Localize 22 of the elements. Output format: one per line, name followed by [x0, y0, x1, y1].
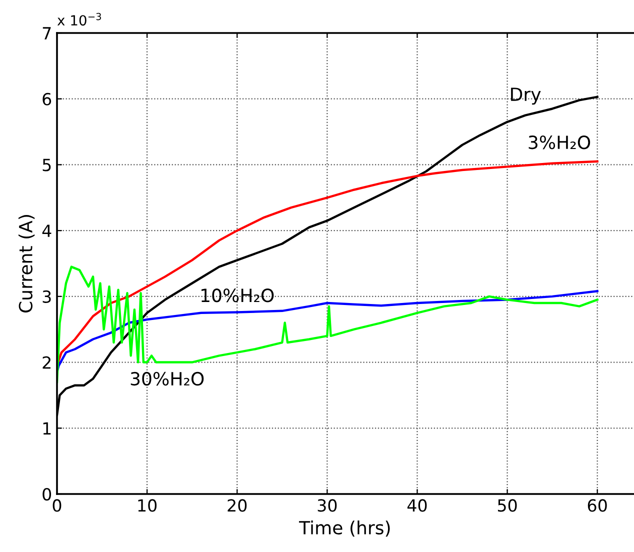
text: x 10$^{−3}$ [57, 12, 101, 26]
y-tick-label: 7 [42, 27, 51, 40]
x-tick-label: 50 [498, 499, 517, 512]
x-axis-title: Time (hrs) [298, 520, 390, 537]
x-tick-label: 20 [228, 499, 247, 512]
series-label: 10%H₂O [202, 288, 274, 302]
y-tick-label: 3 [42, 290, 51, 303]
y-tick-label: 4 [42, 224, 52, 237]
series-label: 3%H₂O [528, 136, 590, 150]
y-tick-label: 2 [42, 356, 50, 369]
y-tick-label: 5 [42, 158, 51, 172]
y-tick-label: 0 [42, 488, 52, 501]
x-tick-label: 40 [407, 499, 427, 512]
x-tick-label: 30 [318, 499, 337, 512]
series-label: Dry [511, 88, 541, 105]
y-tick-label: 6 [42, 92, 52, 106]
x-tick-label: 60 [588, 499, 607, 512]
x-tick-label: 0 [52, 499, 62, 512]
series-label: 30%H₂O [130, 372, 204, 386]
y-tick-label: 1 [43, 422, 51, 434]
y-axis-title: Current (A) [18, 215, 35, 312]
x-tick-label: 10 [138, 499, 157, 512]
